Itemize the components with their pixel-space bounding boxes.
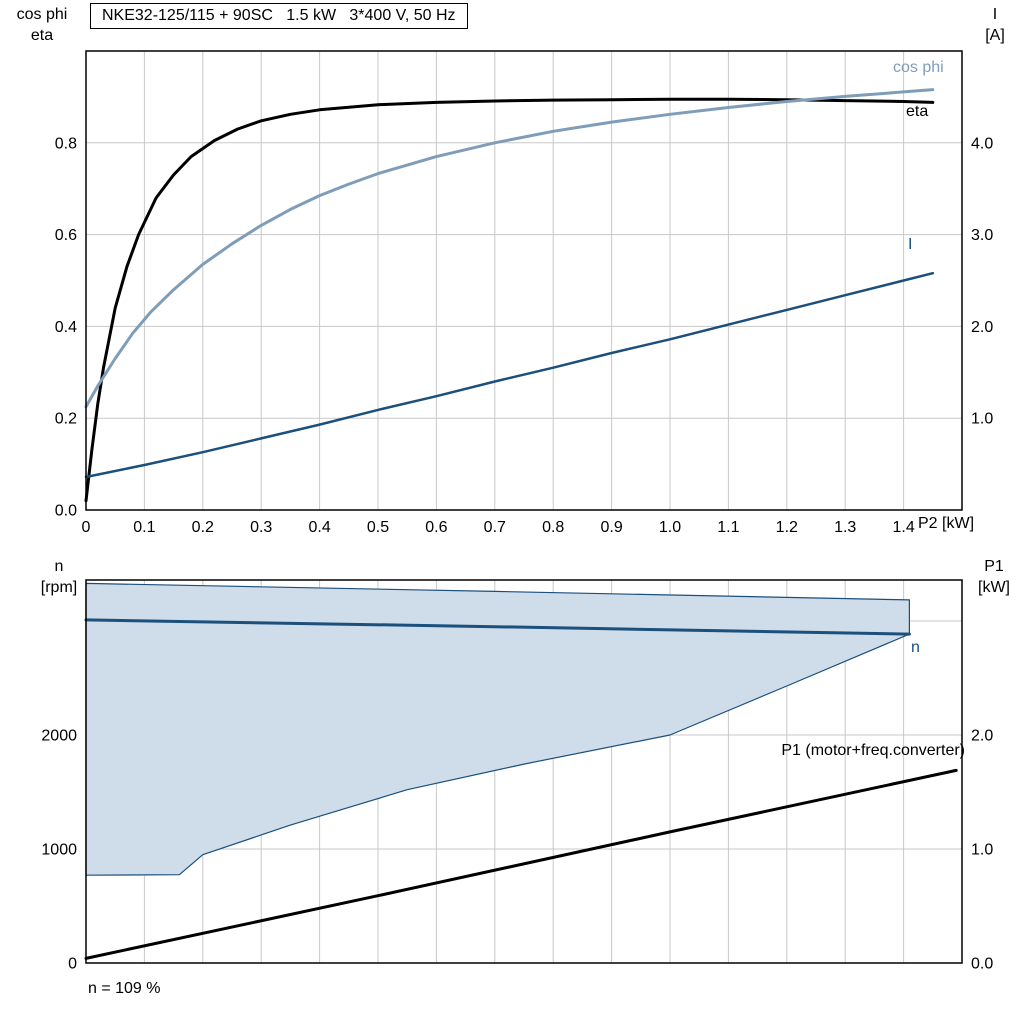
x-axis-unit-label: P2 [kW] [918,515,975,532]
cos-phi-curve-label: cos phi [893,59,944,76]
y-left-tick-label: 0.8 [55,135,77,152]
y-right-tick-label: 3.0 [971,227,993,244]
plot-frame [85,579,963,964]
x-tick-label: 0.2 [192,519,214,536]
y-right-tick-label: 1.0 [971,411,993,428]
right-axis-title-line2: [A] [985,27,1005,44]
y-right-tick-label: 0.0 [971,956,993,973]
x-tick-label: 1.0 [659,519,681,536]
x-tick-label: 0.5 [367,519,389,536]
n-curve-label: n [911,639,920,656]
y-right-tick-label: 1.0 [971,842,993,859]
left-axis-title-top-chart: cos phi eta [5,4,79,46]
x-tick-label: 0.9 [600,519,622,536]
x-tick-label: 0.7 [484,519,506,536]
y-left-tick-label: 0.0 [55,503,77,520]
x-tick-label: 0 [82,519,91,536]
series-speed-range [85,582,911,876]
right-axis-title-line2: [kW] [978,579,1010,596]
footer-note: n = 109 % [88,980,161,997]
y-right-tick-label: 2.0 [971,319,993,336]
x-tick-label: 0.3 [250,519,272,536]
left-axis-title-line1: n [54,558,64,575]
x-tick-label: 0.4 [308,519,330,536]
plot-frame [85,50,963,511]
y-left-tick-label: 0.4 [55,319,77,336]
series-current [84,271,935,479]
left-axis-title-line1: cos phi [16,6,68,23]
eta-curve-label: eta [906,103,929,120]
x-tick-label: 1.1 [717,519,739,536]
y-left-tick-label: 0.6 [55,227,77,244]
right-axis-title-top-chart: I [A] [972,4,1018,46]
x-tick-label: 0.6 [425,519,447,536]
y-left-tick-label: 0.2 [55,411,77,428]
series-eta [84,97,935,503]
series-cos-phi [84,88,935,409]
y-right-tick-label: 4.0 [971,135,993,152]
y-left-tick-label: 1000 [41,842,77,859]
left-axis-title-line2: eta [30,27,54,44]
x-tick-label: 0.1 [133,519,155,536]
right-axis-title-line1: P1 [984,558,1004,575]
chart-title-box: NKE32-125/115 + 90SC 1.5 kW 3*400 V, 50 … [90,3,468,29]
bottom-chart: 0 1000 2000 0.0 1.0 2.0 [41,579,993,973]
x-tick-label: 0.8 [542,519,564,536]
series-p1 [84,768,958,960]
current-curve-label: I [908,236,913,253]
x-tick-label: 1.4 [892,519,914,536]
x-tick-label: 1.2 [776,519,798,536]
series-n [84,618,911,636]
y-right-tick-label: 2.0 [971,728,993,745]
left-axis-title-line2: [rpm] [40,579,78,596]
right-axis-title-line1: I [992,6,998,23]
top-chart: 0 0.1 0.2 0.3 0.4 0.5 0.6 0.7 0.8 0.9 1.0 1.1 1.2 1.3… [55,50,993,536]
left-axis-title-bottom-chart: n [rpm] [26,556,92,598]
x-tick-label: 1.3 [834,519,856,536]
right-axis-title-bottom-chart: P1 [kW] [966,556,1022,598]
y-left-tick-label: 2000 [41,728,77,745]
p1-curve-label: P1 (motor+freq.converter) [781,742,965,759]
y-left-tick-label: 0 [68,956,77,973]
